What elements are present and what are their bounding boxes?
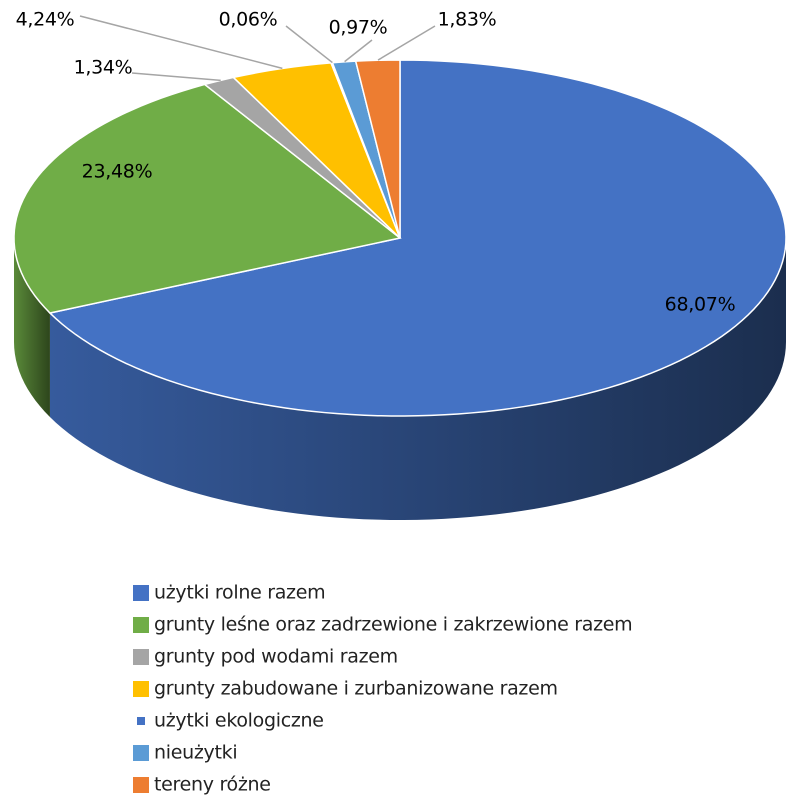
legend-swatch — [137, 717, 145, 725]
data-labels: 68,07% 23,48% 1,34% 4,24% 0,06% 0,97% 1,83% — [16, 9, 736, 316]
pie-sides — [14, 238, 786, 520]
legend-label: grunty zabudowane i zurbanizowane razem — [154, 678, 558, 700]
legend-swatch — [133, 777, 149, 793]
data-label: 4,24% — [16, 9, 75, 31]
data-label: 1,83% — [438, 9, 497, 31]
data-label: 23,48% — [82, 161, 153, 183]
legend: użytki rolne razem grunty leśne oraz zadr… — [133, 582, 633, 796]
legend-swatch — [133, 585, 149, 601]
data-label: 1,34% — [74, 57, 133, 79]
data-label: 0,06% — [219, 9, 278, 31]
legend-label: nieużytki — [154, 742, 237, 764]
legend-label: grunty pod wodami razem — [154, 646, 398, 668]
legend-swatch — [133, 681, 149, 697]
legend-label: tereny różne — [154, 774, 271, 796]
legend-label: użytki ekologiczne — [154, 710, 324, 732]
slice — [48, 59, 787, 417]
data-label: 0,97% — [329, 17, 388, 39]
slice-side — [14, 238, 50, 418]
legend-swatch — [133, 617, 149, 633]
slice — [354, 59, 401, 239]
legend-label: użytki rolne razem — [154, 582, 325, 604]
legend-label: grunty leśne oraz zadrzewione i zakrzewi… — [154, 614, 632, 636]
leader-line — [344, 39, 373, 63]
slice-side — [49, 238, 786, 520]
data-label: 68,07% — [665, 294, 736, 316]
slice — [13, 83, 402, 314]
leader-line — [285, 25, 333, 64]
leader-line — [131, 72, 221, 82]
legend-swatch — [133, 649, 149, 665]
pie-tops — [13, 59, 787, 417]
leader-line — [377, 25, 436, 61]
leader-line — [79, 15, 283, 70]
legend-swatch — [133, 745, 149, 761]
